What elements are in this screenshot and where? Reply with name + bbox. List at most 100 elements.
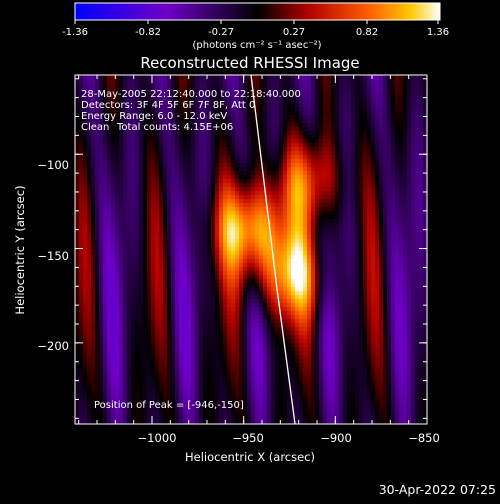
heatmap-cell — [247, 223, 252, 228]
heatmap-cell — [191, 267, 196, 272]
heatmap-cell — [91, 159, 96, 164]
heatmap-cell — [175, 83, 180, 88]
heatmap-cell — [179, 139, 184, 144]
heatmap-cell — [99, 263, 104, 268]
heatmap-cell — [239, 267, 244, 272]
heatmap-cell — [359, 171, 364, 176]
heatmap-cell — [195, 275, 200, 280]
heatmap-cell — [231, 163, 236, 168]
heatmap-cell — [251, 147, 256, 152]
heatmap-cell — [343, 271, 348, 276]
heatmap-cell — [363, 171, 368, 176]
heatmap-cell — [323, 287, 328, 292]
heatmap-cell — [279, 171, 284, 176]
heatmap-cell — [271, 179, 276, 184]
heatmap-cell — [383, 159, 388, 164]
heatmap-cell — [223, 167, 228, 172]
heatmap-cell — [79, 291, 84, 296]
heatmap-cell — [379, 155, 384, 160]
heatmap-cell — [235, 223, 240, 228]
heatmap-cell — [255, 215, 260, 220]
colorbar-tick-label: 0.27 — [283, 27, 305, 38]
heatmap-cell — [107, 279, 112, 284]
heatmap-cell — [387, 223, 392, 228]
heatmap-cell — [135, 139, 140, 144]
heatmap-cell — [155, 243, 160, 248]
heatmap-cell — [359, 263, 364, 268]
heatmap-cell — [371, 219, 376, 224]
heatmap-cell — [411, 259, 416, 264]
heatmap-cell — [263, 231, 268, 236]
heatmap-cell — [127, 267, 132, 272]
heatmap-cell — [267, 267, 272, 272]
heatmap-cell — [279, 247, 284, 252]
heatmap-cell — [411, 239, 416, 244]
heatmap-cell — [231, 247, 236, 252]
heatmap-cell — [195, 147, 200, 152]
heatmap-cell — [367, 107, 372, 112]
heatmap-cell — [351, 119, 356, 124]
heatmap-cell — [203, 143, 208, 148]
heatmap-cell — [403, 263, 408, 268]
heatmap-cell — [191, 287, 196, 292]
heatmap-cell — [371, 155, 376, 160]
heatmap-cell — [343, 215, 348, 220]
heatmap-cell — [347, 215, 352, 220]
heatmap-cell — [359, 291, 364, 296]
heatmap-cell — [287, 267, 292, 272]
heatmap-cell — [151, 155, 156, 160]
heatmap-cell — [347, 191, 352, 196]
heatmap-cell — [107, 203, 112, 208]
heatmap-cell — [419, 179, 424, 184]
heatmap-cell — [355, 211, 360, 216]
heatmap-cell — [175, 275, 180, 280]
heatmap-cell — [195, 151, 200, 156]
heatmap-cell — [371, 91, 376, 96]
heatmap-cell — [227, 263, 232, 268]
heatmap-cell — [271, 223, 276, 228]
heatmap-cell — [87, 75, 92, 80]
heatmap-cell — [143, 235, 148, 240]
heatmap-cell — [163, 251, 168, 256]
heatmap-cell — [315, 291, 320, 296]
heatmap-cell — [215, 135, 220, 140]
heatmap-cell — [227, 75, 232, 80]
heatmap-cell — [363, 235, 368, 240]
heatmap-cell — [267, 287, 272, 292]
heatmap-cell — [187, 171, 192, 176]
heatmap-cell — [399, 171, 404, 176]
heatmap-cell — [359, 75, 364, 80]
heatmap-cell — [335, 279, 340, 284]
heatmap-cell — [391, 271, 396, 276]
heatmap-cell — [363, 123, 368, 128]
heatmap-cell — [219, 135, 224, 140]
heatmap-cell — [131, 159, 136, 164]
heatmap-cell — [115, 171, 120, 176]
heatmap-cell — [359, 279, 364, 284]
heatmap-cell — [91, 295, 96, 300]
heatmap-cell — [143, 207, 148, 212]
heatmap-cell — [283, 239, 288, 244]
heatmap-cell — [147, 79, 152, 84]
heatmap-cell — [407, 207, 412, 212]
heatmap-cell — [159, 83, 164, 88]
heatmap-cell — [111, 175, 116, 180]
heatmap-cell — [299, 283, 304, 288]
heatmap-cell — [411, 219, 416, 224]
heatmap-cell — [367, 283, 372, 288]
heatmap-cell — [387, 91, 392, 96]
heatmap-cell — [267, 155, 272, 160]
heatmap-cell — [383, 207, 388, 212]
heatmap-cell — [183, 279, 188, 284]
heatmap-cell — [167, 275, 172, 280]
heatmap-cell — [315, 259, 320, 264]
heatmap-cell — [291, 259, 296, 264]
heatmap-cell — [143, 183, 148, 188]
heatmap-cell — [355, 103, 360, 108]
heatmap-cell — [307, 227, 312, 232]
heatmap-cell — [363, 279, 368, 284]
heatmap-cell — [295, 247, 300, 252]
heatmap-cell — [323, 147, 328, 152]
heatmap-cell — [359, 183, 364, 188]
heatmap-cell — [179, 79, 184, 84]
